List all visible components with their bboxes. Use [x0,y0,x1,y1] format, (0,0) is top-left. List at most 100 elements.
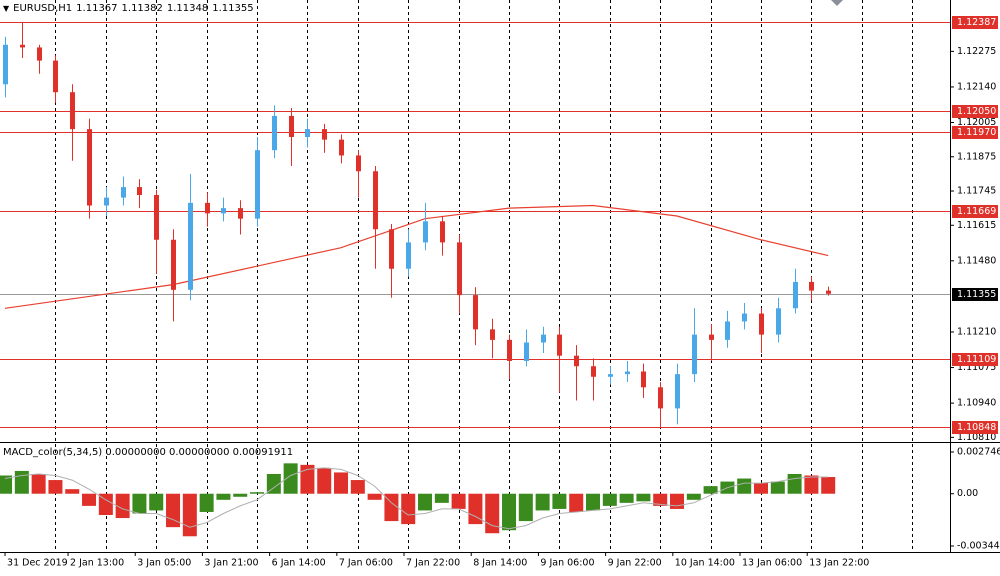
indicator-title: MACD_color(5,34,5) 0.00000000 0.00000000… [3,447,294,458]
x-tick-label: 7 Jan 06:00 [339,558,393,569]
candle-body [205,202,210,214]
y2-tick-label: 0.00 [957,488,978,499]
level-label-box [952,353,998,366]
level-label: 1.12387 [957,17,996,28]
level-label-box [952,126,998,139]
candle-body [440,221,445,243]
candle-body [793,281,798,309]
x-tick-label: 3 Jan 21:00 [204,558,258,569]
x-tick-label: 2 Jan 13:00 [70,558,124,569]
chart-header: ▼ EURUSD,H1 1.11367 1.11382 1.11348 1.11355 [3,3,258,14]
candle-body [373,171,378,230]
macd-bar [737,478,752,494]
candle-body [709,334,714,340]
macd-bar [31,473,46,494]
candle-body [104,197,109,206]
y2-tick-label: 0.002746 [957,447,1000,458]
macd-bar [754,483,769,494]
level-label: 1.11109 [957,354,996,365]
macd-bar [703,486,718,494]
candle-body [473,295,478,330]
candle-body [87,129,92,206]
level-label: 1.11669 [957,206,996,217]
macd-bar [468,493,483,525]
macd-bar [14,470,29,494]
x-tick-label: 31 Dec 2019 [7,558,68,569]
candle-body [574,355,579,367]
y-tick-label: 1.12140 [957,81,996,92]
last-price-label: 1.11355 [957,289,996,300]
macd-bar [149,493,164,511]
y-tick-label: 1.10940 [957,398,996,409]
macd-bar [0,475,13,494]
candle-body [641,371,646,388]
y-tick-label: 1.11875 [957,151,996,162]
macd-bar [418,493,433,511]
level-label-box [952,16,998,29]
y2-tick-label: -0.003440 [957,540,1000,551]
macd-bar [65,489,80,494]
candle-body [675,374,680,409]
macd-bar [199,493,214,512]
last-price-box [952,288,998,301]
candle-body [759,313,764,335]
macd-bar [686,493,701,500]
macd-bar [451,493,466,509]
macd-bar [518,493,533,522]
macd-bar [619,493,634,503]
macd-bar [434,493,449,503]
candle-body [188,202,193,290]
candle-body [20,44,25,48]
macd-bar [804,475,819,494]
candle-body [154,194,159,240]
macd-bar [502,493,517,531]
macd-bar [98,493,113,516]
plot-area [0,0,950,552]
candle-body [305,129,310,138]
candle-body [423,221,428,243]
candle-body [608,374,613,377]
symbol: EURUSD,H1 [13,3,73,14]
candle-body [37,47,42,61]
y-tick-label: 1.11210 [957,326,996,337]
x-tick-label: 9 Jan 06:00 [540,558,594,569]
close-price: 1.11355 [212,3,254,14]
macd-bar [670,493,685,509]
candle-body [557,334,562,356]
macd-bar [384,493,399,522]
x-tick-label: 10 Jan 14:00 [675,558,735,569]
y-tick-label: 1.12005 [957,117,996,128]
candle-body [322,129,327,140]
macd-bar [216,493,231,500]
candle-body [70,92,75,130]
macd-bar [569,493,584,512]
x-tick-label: 13 Jan 22:00 [809,558,869,569]
macd-bar [485,493,500,534]
level-label: 1.10848 [957,422,996,433]
macd-bar [317,467,332,494]
y-tick-label: 1.11075 [957,362,996,373]
x-tick-label: 3 Jan 05:00 [137,558,191,569]
candle-body [255,150,260,219]
candle-body [339,139,344,156]
level-label-box [952,105,998,118]
candle-body [53,60,58,93]
macd-bar [300,464,315,494]
macd-bar [636,493,651,502]
shift-marker [831,0,843,6]
x-tick-label: 7 Jan 22:00 [406,558,460,569]
y-tick-label: 1.11745 [957,186,996,197]
macd-bar [401,493,416,525]
candle-body [3,44,8,85]
level-label-box [952,421,998,434]
candle-body [289,115,294,138]
candle-body [826,290,831,294]
candle-body [457,242,462,296]
macd-bar [115,493,130,519]
candle-body [121,187,126,198]
low-price: 1.11348 [166,3,209,14]
macd-bar [653,493,668,506]
moving-average [4,204,829,309]
x-tick-label: 8 Jan 14:00 [473,558,527,569]
